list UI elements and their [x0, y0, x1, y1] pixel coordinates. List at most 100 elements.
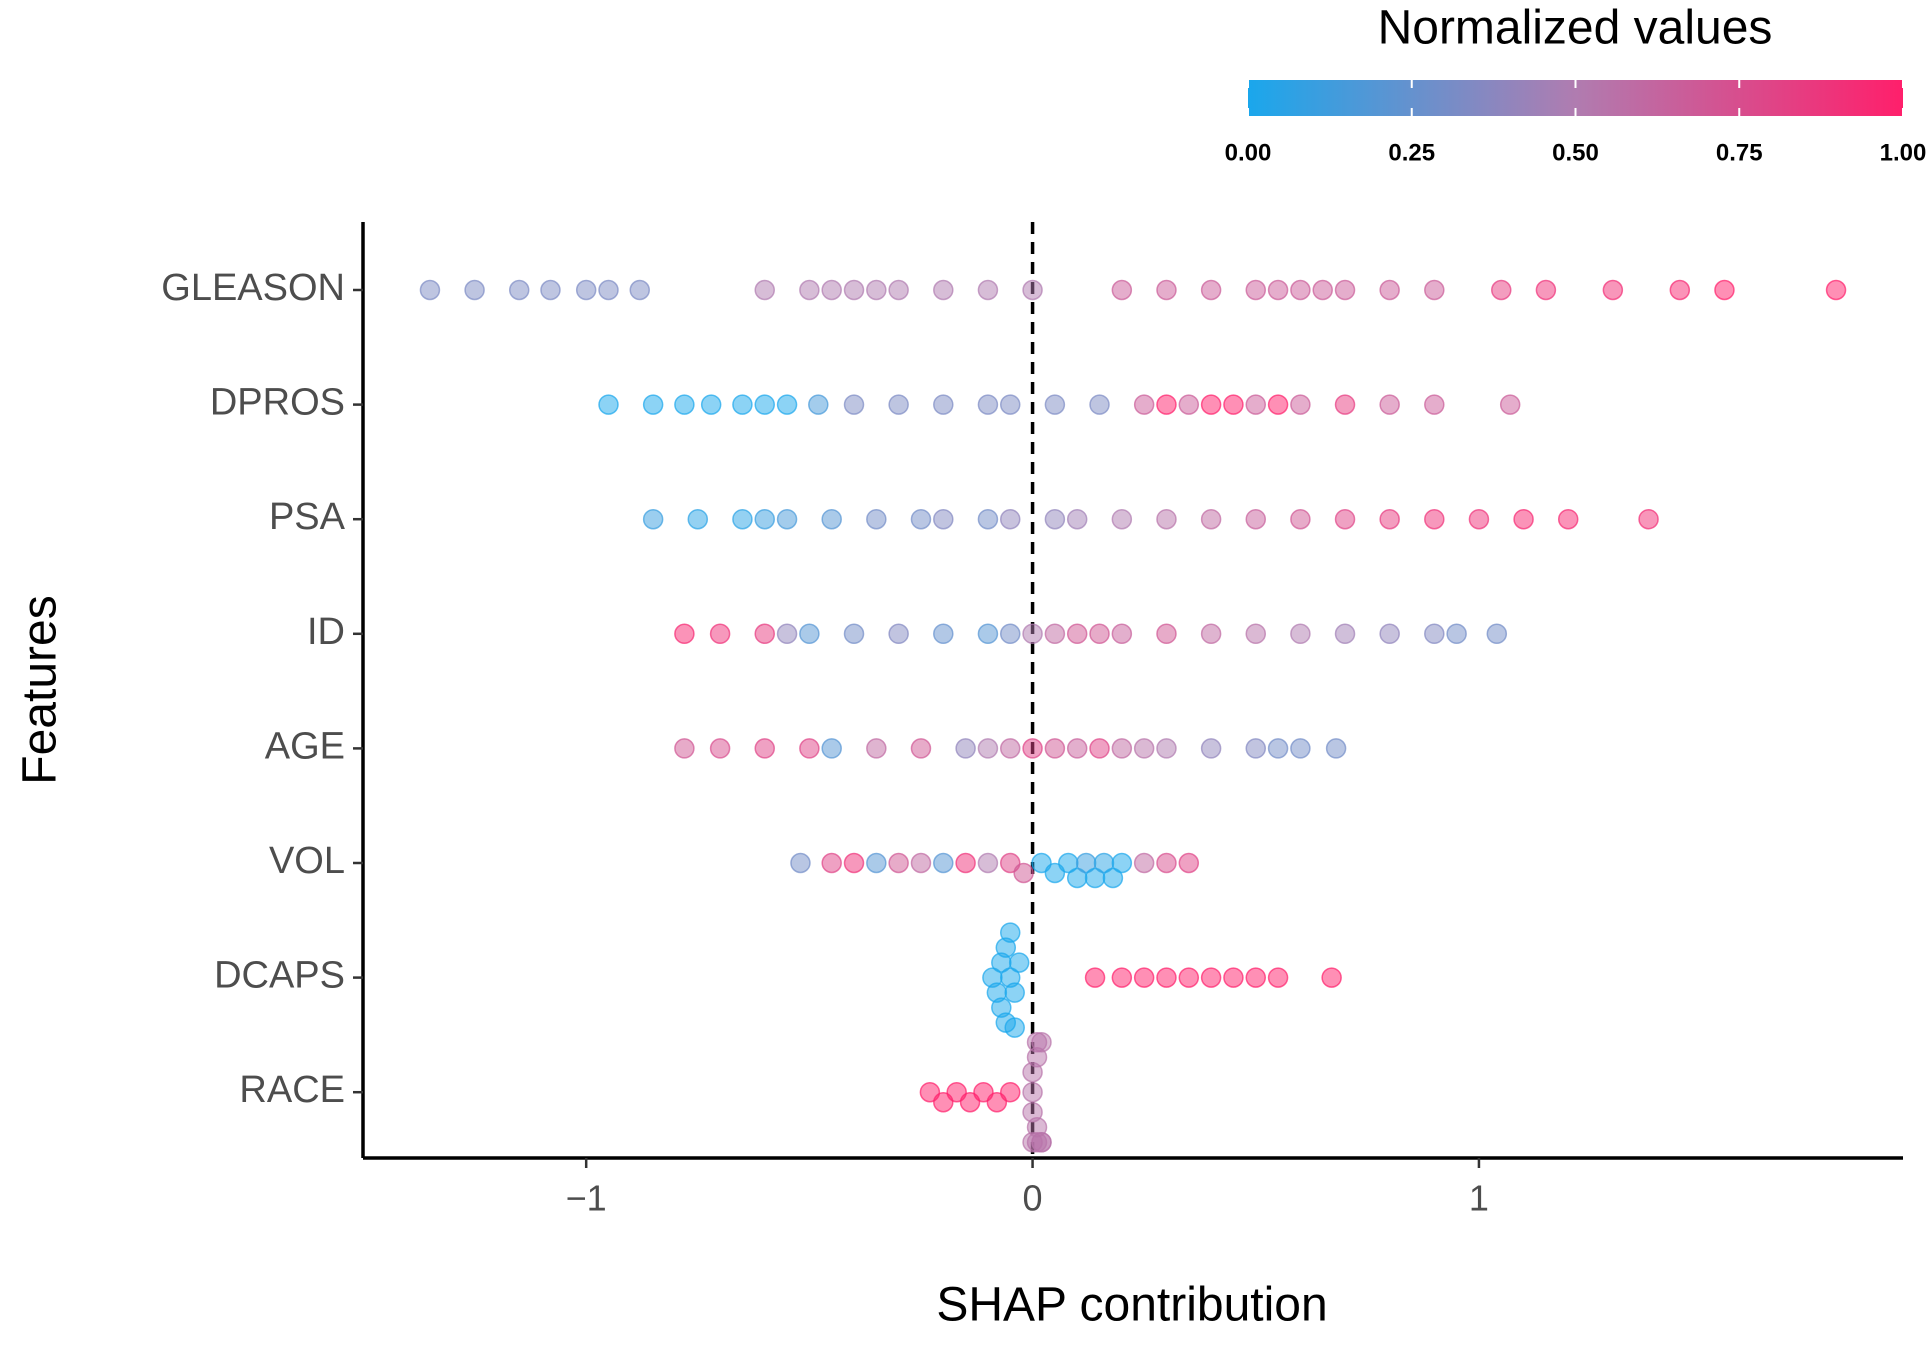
point	[977, 623, 999, 645]
point	[888, 394, 909, 415]
point	[1200, 279, 1222, 301]
point	[999, 738, 1021, 759]
point	[843, 852, 865, 874]
point	[1022, 1131, 1043, 1153]
point	[754, 623, 775, 645]
point	[575, 279, 597, 301]
point	[1111, 508, 1133, 530]
point	[1004, 982, 1025, 1003]
point	[754, 279, 775, 301]
y-tick-label: PSA	[269, 496, 346, 538]
point	[1089, 738, 1110, 759]
point	[1379, 394, 1400, 415]
colorbar-tick-label: 0.75	[1716, 139, 1763, 166]
point	[821, 852, 842, 874]
point	[1267, 394, 1289, 415]
point	[1424, 508, 1445, 530]
point	[1602, 279, 1624, 301]
swarm-group	[598, 394, 1521, 415]
swarm-group	[919, 1031, 1052, 1153]
y-tick-label: ID	[307, 611, 345, 653]
point	[999, 508, 1021, 530]
point	[508, 279, 530, 301]
point	[700, 394, 722, 415]
point	[540, 279, 561, 301]
point	[1669, 279, 1691, 301]
point	[866, 508, 887, 530]
point	[821, 738, 842, 759]
point	[1557, 508, 1579, 530]
point	[799, 738, 820, 759]
point	[674, 394, 695, 415]
point	[1714, 279, 1735, 301]
point	[629, 279, 651, 301]
point	[1044, 623, 1066, 645]
point	[1133, 852, 1155, 874]
point	[977, 852, 999, 874]
point	[1245, 738, 1267, 759]
point	[1245, 394, 1267, 415]
point	[1379, 279, 1400, 301]
x-axis-title: SHAP contribution	[936, 1279, 1327, 1332]
point	[1290, 279, 1311, 301]
x-tick-label: −1	[566, 1178, 607, 1219]
swarm-group	[419, 279, 1847, 301]
point	[1111, 852, 1133, 874]
point	[1111, 623, 1133, 645]
point	[1102, 867, 1124, 889]
point	[1290, 623, 1311, 645]
point	[1379, 623, 1400, 645]
point	[674, 623, 695, 645]
point	[977, 394, 999, 415]
point	[1245, 623, 1267, 645]
point	[598, 279, 619, 301]
point	[1334, 508, 1356, 530]
point	[1111, 738, 1133, 759]
point	[1008, 952, 1030, 973]
point	[1334, 623, 1356, 645]
point	[910, 852, 932, 874]
point	[732, 508, 753, 530]
point	[799, 279, 820, 301]
point	[1245, 967, 1267, 988]
point	[1013, 862, 1034, 884]
point	[1312, 279, 1333, 301]
point	[1200, 394, 1222, 415]
point	[1156, 279, 1177, 301]
point	[1535, 279, 1557, 301]
point	[687, 508, 709, 530]
y-axis-title: Features	[14, 595, 67, 784]
point	[1133, 394, 1155, 415]
point	[933, 279, 954, 301]
swarm-group	[674, 738, 1347, 759]
point	[1022, 279, 1043, 301]
point	[1513, 508, 1534, 530]
point	[1200, 738, 1222, 759]
point	[464, 279, 485, 301]
point	[1290, 738, 1311, 759]
point	[1267, 738, 1289, 759]
point	[1325, 738, 1347, 759]
point	[1133, 738, 1155, 759]
y-tick-label: RACE	[239, 1069, 345, 1111]
point	[1468, 508, 1490, 530]
point	[866, 279, 887, 301]
point	[977, 738, 999, 759]
y-tick-label: GLEASON	[161, 267, 345, 309]
point	[1200, 967, 1222, 988]
point	[1044, 394, 1066, 415]
point	[732, 394, 753, 415]
point	[1089, 623, 1110, 645]
point	[866, 852, 887, 874]
swarm-group	[674, 623, 1508, 645]
point	[888, 852, 909, 874]
point	[999, 623, 1021, 645]
point	[674, 738, 695, 759]
y-tick-label: DCAPS	[214, 955, 345, 997]
point	[933, 852, 954, 874]
point	[1638, 508, 1659, 530]
point	[999, 394, 1021, 415]
point	[1156, 852, 1177, 874]
point	[1133, 967, 1155, 988]
